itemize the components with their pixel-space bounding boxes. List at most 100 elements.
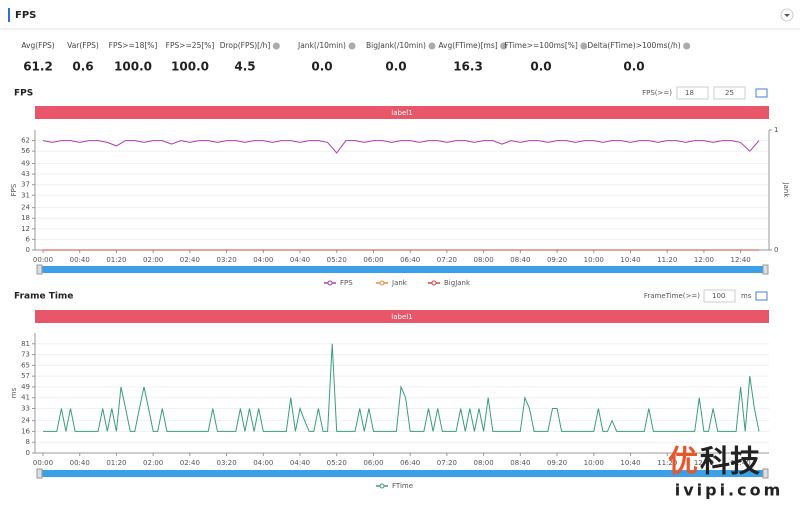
x-tick-label: 08:40: [510, 459, 530, 467]
x-tick-label: 05:20: [327, 256, 347, 264]
band-label: label1: [391, 313, 412, 321]
metric-value: 0.6: [72, 60, 93, 74]
x-tick-label: 06:40: [400, 256, 420, 264]
x-tick-label: 06:40: [400, 459, 420, 467]
scrollbar: [40, 470, 766, 477]
y-tick-label: 41: [21, 394, 30, 402]
y-axis-label: ms: [10, 387, 18, 398]
scroll-handle[interactable]: [36, 264, 43, 275]
x-tick-label: 04:40: [290, 256, 310, 264]
input-unit: ms: [741, 292, 752, 300]
x-tick-label: 09:20: [547, 459, 567, 467]
table-icon[interactable]: [755, 88, 768, 98]
x-tick-label: 10:40: [620, 256, 640, 264]
help-icon: [500, 42, 508, 50]
y2-tick-label: 1: [774, 126, 778, 134]
legend-label: Jank: [391, 279, 408, 287]
legend-label: FPS: [340, 279, 353, 287]
help-icon: [683, 42, 691, 50]
x-tick-label: 03:20: [216, 256, 236, 264]
metric-value: 100.0: [114, 60, 152, 74]
scroll-handle[interactable]: [762, 264, 769, 275]
legend-dot: [379, 280, 385, 286]
x-tick-label: 08:40: [510, 256, 530, 264]
series-line: [42, 140, 760, 154]
x-tick-label: 07:20: [437, 459, 457, 467]
metric-label: FPS>=25[%]: [166, 41, 215, 50]
input-value: 25: [725, 89, 734, 97]
metric-value: 61.2: [23, 60, 53, 74]
help-icon: [272, 42, 280, 50]
label-band: [35, 310, 769, 323]
y-tick-label: 56: [21, 147, 30, 155]
input-box[interactable]: [713, 86, 746, 100]
y-tick-label: 73: [21, 351, 30, 359]
scroll-handle[interactable]: [762, 468, 769, 479]
x-tick-label: 08:00: [474, 459, 494, 467]
legend-dot: [379, 483, 385, 489]
x-tick-label: 00:00: [33, 256, 53, 264]
metric-value: 100.0: [171, 60, 209, 74]
y-tick-label: 49: [21, 160, 30, 168]
metric-label: FTime>=100ms[%]: [504, 41, 578, 50]
scrollbar: [40, 266, 766, 273]
table-icon[interactable]: [755, 291, 768, 301]
filter-label: FrameTime(>=): [644, 292, 700, 300]
label-band: [35, 106, 769, 119]
page-title: FPS: [15, 10, 36, 21]
y2-tick-label: 0: [774, 246, 778, 254]
legend-label: BigJank: [444, 279, 471, 287]
metric-label: Jank(/10min): [297, 41, 346, 50]
y-tick-label: 37: [21, 181, 30, 189]
x-tick-label: 08:00: [474, 256, 494, 264]
x-tick-label: 12:00: [694, 459, 714, 467]
metric-label: Avg(FPS): [21, 41, 54, 50]
x-tick-label: 04:00: [253, 256, 273, 264]
y-tick-label: 31: [21, 191, 30, 199]
y-tick-label: 43: [21, 170, 30, 178]
metric-value: 16.3: [453, 60, 483, 74]
input-box[interactable]: [676, 86, 709, 100]
section-title: Frame Time: [14, 292, 73, 302]
x-tick-label: 04:40: [290, 459, 310, 467]
y-tick-label: 49: [21, 383, 30, 391]
metric-label: Avg(FTime)[ms]: [438, 41, 497, 50]
section-title: FPS: [14, 89, 33, 99]
y-tick-label: 12: [21, 225, 30, 233]
legend-label: FTime: [392, 482, 413, 490]
x-tick-label: 03:20: [216, 459, 236, 467]
metric-label: Drop(FPS)[/h]: [220, 41, 271, 50]
y-tick-label: 8: [26, 438, 30, 446]
x-tick-label: 05:20: [327, 459, 347, 467]
legend-dot: [327, 280, 333, 286]
x-tick-label: 00:00: [33, 459, 53, 467]
metric-label: Delta(FTime)>100ms(/h): [587, 41, 680, 50]
x-tick-label: 02:00: [143, 256, 163, 264]
scroll-handle[interactable]: [36, 468, 43, 479]
x-tick-label: 07:20: [437, 256, 457, 264]
metric-value: 4.5: [234, 60, 255, 74]
y-tick-label: 65: [21, 361, 30, 369]
legend-dot: [431, 280, 437, 286]
x-tick-label: 00:40: [70, 459, 90, 467]
y-tick-label: 57: [21, 372, 30, 380]
x-tick-label: 10:40: [620, 459, 640, 467]
watermark: 优: [668, 445, 698, 480]
metric-label: Var(FPS): [67, 41, 99, 50]
x-tick-label: 12:00: [694, 256, 714, 264]
title-bar: [8, 8, 10, 22]
x-tick-label: 06:00: [363, 459, 383, 467]
band-label: label1: [391, 109, 412, 117]
help-icon: [580, 42, 588, 50]
y2-axis-label: Jank: [782, 182, 790, 199]
x-tick-label: 04:00: [253, 459, 273, 467]
input-box[interactable]: [703, 289, 736, 303]
y-tick-label: 24: [21, 417, 30, 425]
metric-label: FPS>=18[%]: [109, 41, 158, 50]
x-tick-label: 00:40: [70, 256, 90, 264]
filter-label: FPS(>=): [642, 89, 672, 97]
series-line: [43, 343, 760, 432]
